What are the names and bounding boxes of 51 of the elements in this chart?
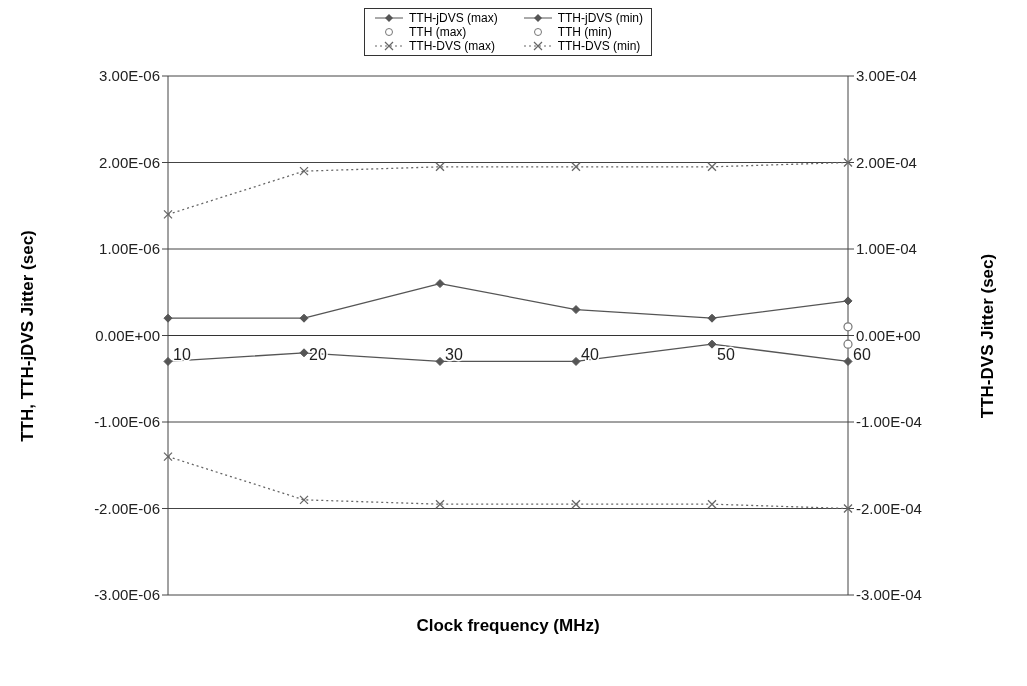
legend-label: TTH (max)	[409, 25, 467, 39]
legend-label: TTH-DVS (max)	[409, 39, 495, 53]
point	[843, 322, 853, 332]
point	[843, 296, 853, 306]
point	[163, 209, 173, 220]
legend-label: TTH-jDVS (min)	[557, 11, 643, 25]
point	[707, 313, 717, 323]
x-tick-label: 60	[853, 346, 871, 364]
x-tick-label: 50	[717, 346, 735, 364]
point	[571, 499, 581, 509]
y2-tick-label: -3.00E-04	[856, 586, 922, 604]
x-axis-title: Clock frequency (MHz)	[415, 616, 601, 636]
x-tick-label: 30	[445, 346, 463, 364]
point	[299, 166, 309, 176]
point	[163, 451, 173, 462]
point	[163, 313, 173, 323]
point	[163, 356, 173, 366]
legend-label: TTH-DVS (min)	[557, 39, 641, 53]
y2-tick-label: 3.00E-04	[856, 67, 917, 85]
y-tick-label: -1.00E-06	[94, 413, 160, 431]
point	[571, 162, 581, 172]
point	[299, 348, 309, 358]
point	[707, 162, 717, 172]
y-tick-label: 1.00E-06	[99, 240, 160, 258]
y2-tick-label: -2.00E-04	[856, 499, 922, 517]
point	[435, 162, 445, 172]
point	[843, 339, 853, 349]
point	[843, 356, 853, 366]
y-tick-label: 3.00E-06	[99, 67, 160, 85]
point	[435, 356, 445, 366]
point	[571, 356, 581, 366]
y-tick-label: -3.00E-06	[94, 586, 160, 604]
legend-label: TTH (min)	[557, 25, 612, 39]
x-tick-label: 10	[173, 346, 191, 364]
legend-label: TTH-jDVS (max)	[409, 11, 498, 25]
point	[571, 305, 581, 315]
y2-tick-label: 2.00E-04	[856, 153, 917, 171]
point	[435, 499, 445, 509]
y-tick-label: 0.00E+00	[95, 326, 160, 344]
point	[707, 499, 717, 509]
point	[299, 313, 309, 323]
y-tick-label: 2.00E-06	[99, 153, 160, 171]
y2-tick-label: 1.00E-04	[856, 240, 917, 258]
y2-tick-label: 0.00E+00	[856, 326, 921, 344]
y-axis-title: TTH, TTH-jDVS Jitter (sec)	[18, 230, 38, 442]
y2-axis-title: TTH-DVS Jitter (sec)	[978, 253, 998, 419]
point	[435, 279, 445, 289]
y2-tick-label: -1.00E-04	[856, 413, 922, 431]
point	[707, 339, 717, 349]
y-tick-label: -2.00E-06	[94, 499, 160, 517]
point	[299, 495, 309, 505]
